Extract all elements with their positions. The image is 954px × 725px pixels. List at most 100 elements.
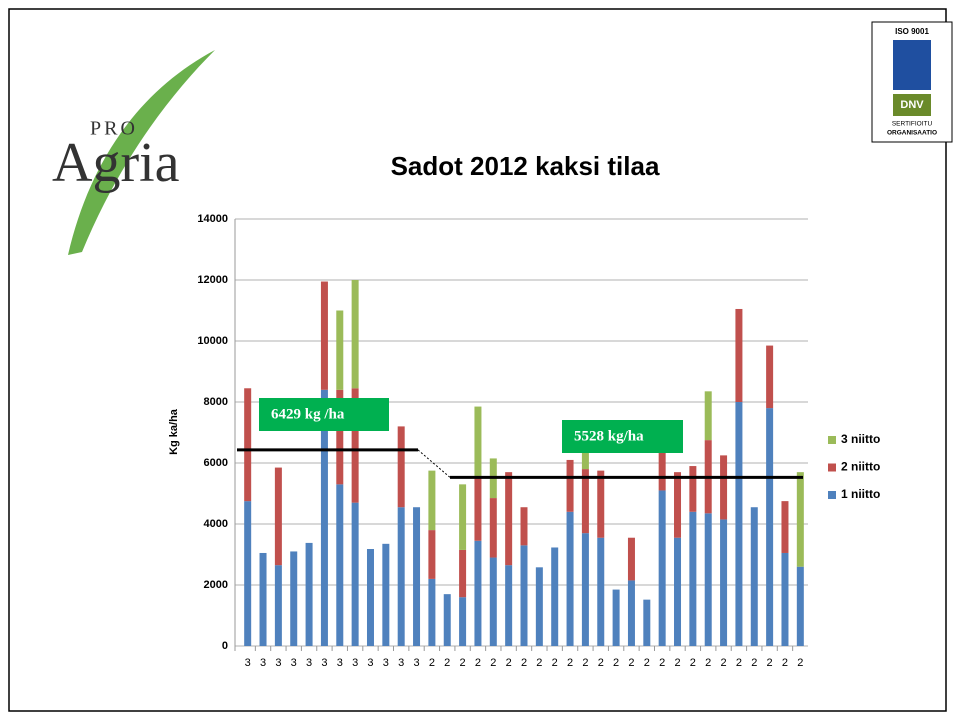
bar-segment (627, 537, 635, 581)
y-tick-label: 12000 (197, 274, 228, 286)
bar-segment (735, 402, 743, 646)
x-tick-label: 2 (444, 657, 450, 669)
bar-segment (674, 537, 682, 646)
x-tick-label: 3 (337, 657, 343, 669)
bar-segment (336, 310, 344, 390)
legend-label: 2 niitto (841, 460, 880, 474)
legend-swatch (828, 463, 836, 472)
x-tick-label: 2 (567, 657, 573, 669)
bar-segment (382, 543, 390, 646)
bar-segment (474, 478, 482, 541)
legend-label: 1 niitto (841, 487, 880, 501)
legend-swatch (828, 436, 836, 444)
bar-segment (674, 472, 682, 538)
bar-segment (489, 498, 497, 558)
bar-segment (658, 490, 666, 646)
bar-segment (274, 467, 282, 566)
logo-swoosh (68, 50, 215, 255)
bar-segment (428, 470, 436, 531)
bar-segment (336, 484, 344, 646)
x-tick-label: 3 (275, 657, 281, 669)
bar-segment (704, 513, 712, 646)
x-tick-label: 2 (536, 657, 542, 669)
bar-segment (244, 501, 252, 646)
annotation-box (259, 398, 389, 431)
bar-segment (320, 389, 328, 646)
badge-dnv-bg (893, 94, 931, 116)
bar-segment (489, 557, 497, 646)
x-tick-label: 2 (613, 657, 619, 669)
y-tick-label: 0 (222, 640, 228, 652)
bar-segment (750, 507, 758, 646)
bar-segment (474, 406, 482, 479)
bar-segment (290, 551, 298, 646)
bar-segment (474, 540, 482, 646)
bar-segment (597, 470, 605, 538)
y-tick-label: 14000 (197, 213, 228, 225)
bar-segment (581, 447, 589, 470)
x-tick-label: 2 (797, 657, 803, 669)
x-tick-label: 3 (245, 657, 251, 669)
x-tick-label: 2 (460, 657, 466, 669)
x-tick-label: 2 (767, 657, 773, 669)
bar-segment (581, 533, 589, 646)
x-tick-label: 2 (475, 657, 481, 669)
bar-segment (796, 566, 804, 646)
bar-segment (397, 426, 405, 508)
bar-segment (566, 511, 574, 646)
x-tick-label: 2 (598, 657, 604, 669)
badge-line2: ORGANISAATIO (887, 130, 937, 137)
y-tick-label: 6000 (204, 457, 228, 469)
x-tick-label: 2 (674, 657, 680, 669)
bar-segment (704, 391, 712, 441)
bar-segment (459, 597, 467, 646)
annotation-label: 5528 kg/ha (574, 428, 644, 444)
bar-segment (428, 530, 436, 579)
bar-segment (443, 594, 451, 646)
bar-segment (566, 459, 574, 512)
x-tick-label: 3 (413, 657, 419, 669)
x-tick-label: 2 (690, 657, 696, 669)
logo-large: Agria (52, 132, 180, 194)
bar-segment (781, 501, 789, 553)
bar-segment (720, 519, 728, 646)
annotation-label: 6429 kg /ha (271, 406, 345, 422)
bar-segment (766, 408, 774, 646)
y-tick-label: 2000 (204, 579, 228, 591)
x-tick-label: 2 (582, 657, 588, 669)
legend-label: 3 niitto (841, 432, 880, 446)
x-tick-label: 2 (429, 657, 435, 669)
bar-segment (627, 580, 635, 646)
x-tick-label: 3 (398, 657, 404, 669)
x-tick-label: 3 (321, 657, 327, 669)
x-tick-label: 3 (291, 657, 297, 669)
bar-segment (320, 281, 328, 390)
bar-segment (597, 537, 605, 646)
bar-segment (505, 565, 513, 646)
bar-segment (781, 552, 789, 646)
bar-segment (520, 545, 528, 646)
x-tick-label: 2 (659, 657, 665, 669)
bar-segment (581, 469, 589, 534)
bar-segment (658, 450, 666, 491)
logo-small: PRO (90, 118, 138, 140)
legend-swatch (828, 491, 836, 499)
bar-segment (351, 280, 359, 389)
bar-segment (505, 472, 513, 566)
bar-segment (720, 455, 728, 520)
y-tick-label: 8000 (204, 396, 228, 408)
bar-segment (689, 511, 697, 646)
bar-segment (796, 472, 804, 567)
x-tick-label: 3 (306, 657, 312, 669)
bar-segment (274, 565, 282, 646)
badge-mid: DNV (900, 99, 924, 111)
bar-segment (459, 484, 467, 550)
bar-segment (351, 388, 359, 503)
badge-icon (893, 40, 931, 90)
chart-title: Sadot 2012 kaksi tilaa (391, 151, 660, 181)
bar-segment (413, 507, 421, 646)
bar-segment (428, 578, 436, 646)
bar-segment (689, 466, 697, 512)
y-tick-label: 4000 (204, 518, 228, 530)
bar-segment (766, 345, 774, 409)
